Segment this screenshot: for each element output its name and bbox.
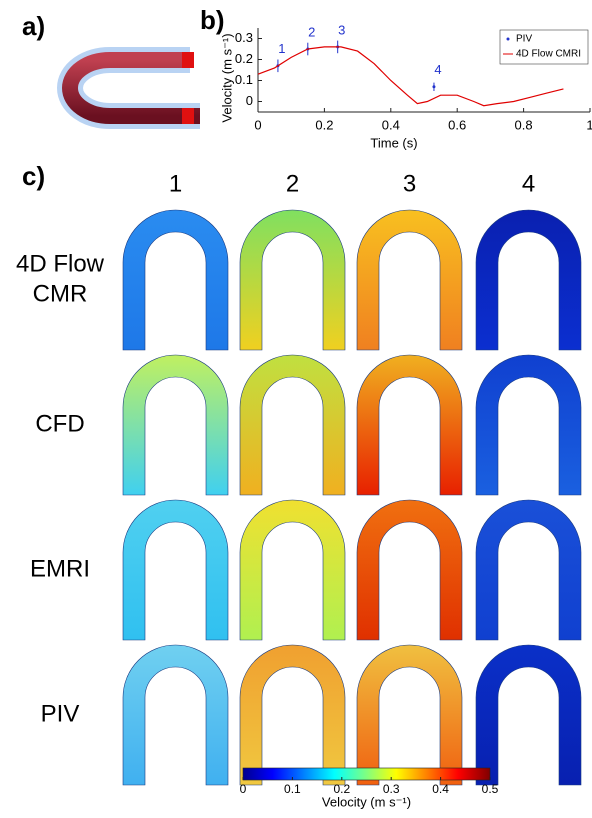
x-tick-label: 0.2 <box>315 117 333 132</box>
velocity-map <box>357 210 462 350</box>
colorbar-tick-label: 0.4 <box>432 782 449 796</box>
tube-end <box>182 52 194 68</box>
y-axis-title: Velocity (m s⁻¹) <box>219 33 234 122</box>
velocity-map <box>357 500 462 640</box>
y-tick-label: 0 <box>246 93 253 108</box>
velocity-map <box>476 355 581 495</box>
velocity-map <box>357 645 462 785</box>
column-label: 2 <box>286 170 299 197</box>
tube-end <box>182 108 194 124</box>
row-label: CFD <box>35 410 84 437</box>
page: a) b) c) 0 0.1 0.2 0.3 0 0.2 0.4 0.6 0.8 1 Time (s… <box>0 0 592 818</box>
velocity-map <box>123 645 228 785</box>
panel-label: a) <box>22 11 45 41</box>
colorbar <box>243 768 490 780</box>
row-label: EMRI <box>30 555 90 582</box>
point-label: 3 <box>338 22 345 37</box>
panel-label: c) <box>22 161 45 191</box>
velocity-map <box>240 645 345 785</box>
velocity-map <box>476 500 581 640</box>
x-tick-label: 0 <box>254 117 261 132</box>
row-label: CMR <box>33 280 88 307</box>
x-tick-label: 1 <box>586 117 592 132</box>
figure: a) b) c) 0 0.1 0.2 0.3 0 0.2 0.4 0.6 0.8 1 Time (s… <box>0 0 592 813</box>
legend-marker <box>507 38 510 41</box>
column-label: 4 <box>522 170 535 197</box>
point-label: 4 <box>434 62 441 77</box>
velocity-map <box>357 355 462 495</box>
point-label: 1 <box>278 41 285 56</box>
colorbar-tick-label: 0 <box>240 782 247 796</box>
velocity-map <box>240 355 345 495</box>
x-tick-label: 0.8 <box>515 117 533 132</box>
x-tick-label: 0.6 <box>448 117 466 132</box>
y-tick-label: 0.2 <box>235 51 253 66</box>
column-label: 1 <box>169 170 182 197</box>
velocity-map <box>123 210 228 350</box>
velocity-map <box>240 210 345 350</box>
legend-label: PIV <box>516 34 532 45</box>
column-label: 3 <box>403 170 416 197</box>
velocity-map <box>476 645 581 785</box>
x-axis-title: Time (s) <box>370 135 417 150</box>
velocity-map <box>123 355 228 495</box>
y-tick-label: 0.3 <box>235 30 253 45</box>
colorbar-tick-label: 0.5 <box>482 782 499 796</box>
x-tick-label: 0.4 <box>382 117 400 132</box>
velocity-map <box>240 500 345 640</box>
tube-model <box>70 52 200 124</box>
legend-label: 4D Flow CMRI <box>516 49 581 60</box>
colorbar-tick-label: 0.1 <box>284 782 301 796</box>
row-label: 4D Flow <box>16 250 105 277</box>
piv-point <box>432 85 435 88</box>
velocity-map <box>123 500 228 640</box>
point-label: 2 <box>308 24 315 39</box>
y-tick-label: 0.1 <box>235 72 253 87</box>
row-label: PIV <box>41 700 80 727</box>
panel-label: b) <box>200 5 225 35</box>
colorbar-title: Velocity (m s⁻¹) <box>322 794 411 809</box>
velocity-map <box>476 210 581 350</box>
